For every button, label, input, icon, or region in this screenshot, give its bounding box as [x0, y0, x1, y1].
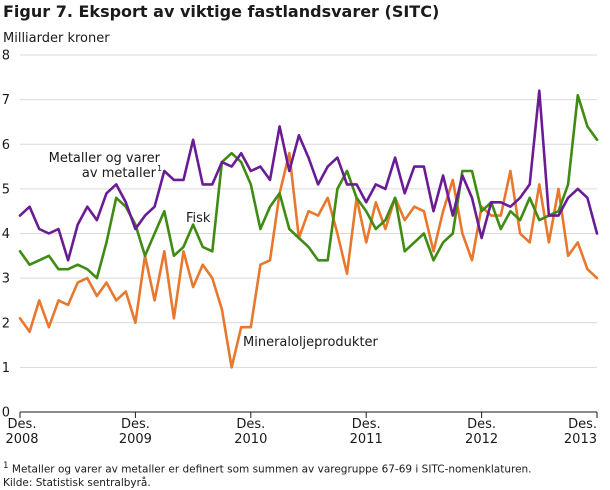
- x-tick-label: 2008: [5, 432, 38, 447]
- gridlines: [20, 54, 597, 368]
- y-tick-label: 5: [2, 182, 10, 197]
- label-metaller-sup: 1: [157, 164, 162, 173]
- x-tick-label: 2012: [465, 432, 498, 447]
- y-axis-title: Milliarder kroner: [3, 31, 110, 46]
- footnote: 1 Metaller og varer av metaller er defin…: [3, 460, 532, 490]
- y-tick-label: 6: [2, 138, 10, 153]
- footnote-marker: 1: [3, 461, 9, 471]
- x-axis: Des.2008Des.2009Des.2010Des.2011Des.2012…: [5, 411, 598, 447]
- series-lines: [18, 89, 599, 369]
- y-tick-label: 3: [2, 272, 10, 287]
- label-metaller: av metaller: [82, 166, 157, 181]
- y-axis-ticks: 0 1 2 3 4 5 6 7 8: [2, 49, 10, 421]
- x-tick-label: 2013: [564, 432, 597, 447]
- label-mineralolje: Mineraloljeprodukter: [243, 335, 379, 350]
- x-tick-label: 2011: [350, 432, 383, 447]
- series-line-1: [18, 89, 599, 262]
- x-tick-label: Des.: [352, 417, 381, 432]
- x-tick-label: Des.: [236, 417, 265, 432]
- y-tick-label: 1: [2, 361, 10, 376]
- series-line-2: [18, 93, 599, 280]
- footnote-text: Metaller og varer av metaller er definer…: [11, 463, 532, 476]
- y-tick-label: 8: [2, 49, 10, 64]
- y-tick-label: 7: [2, 93, 10, 108]
- y-tick-label: 4: [2, 227, 10, 242]
- series-line-3: [18, 151, 599, 369]
- y-tick-label: 2: [2, 316, 10, 331]
- y-tick-label: 0: [2, 406, 10, 421]
- x-tick-label: Des.: [568, 417, 597, 432]
- chart-title: Figur 7. Eksport av viktige fastlandsvar…: [3, 2, 440, 21]
- x-tick-label: Des.: [121, 417, 150, 432]
- x-tick-label: Des.: [8, 417, 37, 432]
- footnote-note: 1 Metaller og varer av metaller er defin…: [3, 460, 532, 477]
- label-metaller: Metaller og varer: [49, 151, 161, 166]
- label-fisk: Fisk: [186, 211, 211, 226]
- source-line: Kilde: Statistisk sentralbyrå.: [3, 476, 151, 489]
- x-tick-label: 2009: [119, 432, 152, 447]
- x-tick-label: 2010: [234, 432, 267, 447]
- x-tick-label: Des.: [467, 417, 496, 432]
